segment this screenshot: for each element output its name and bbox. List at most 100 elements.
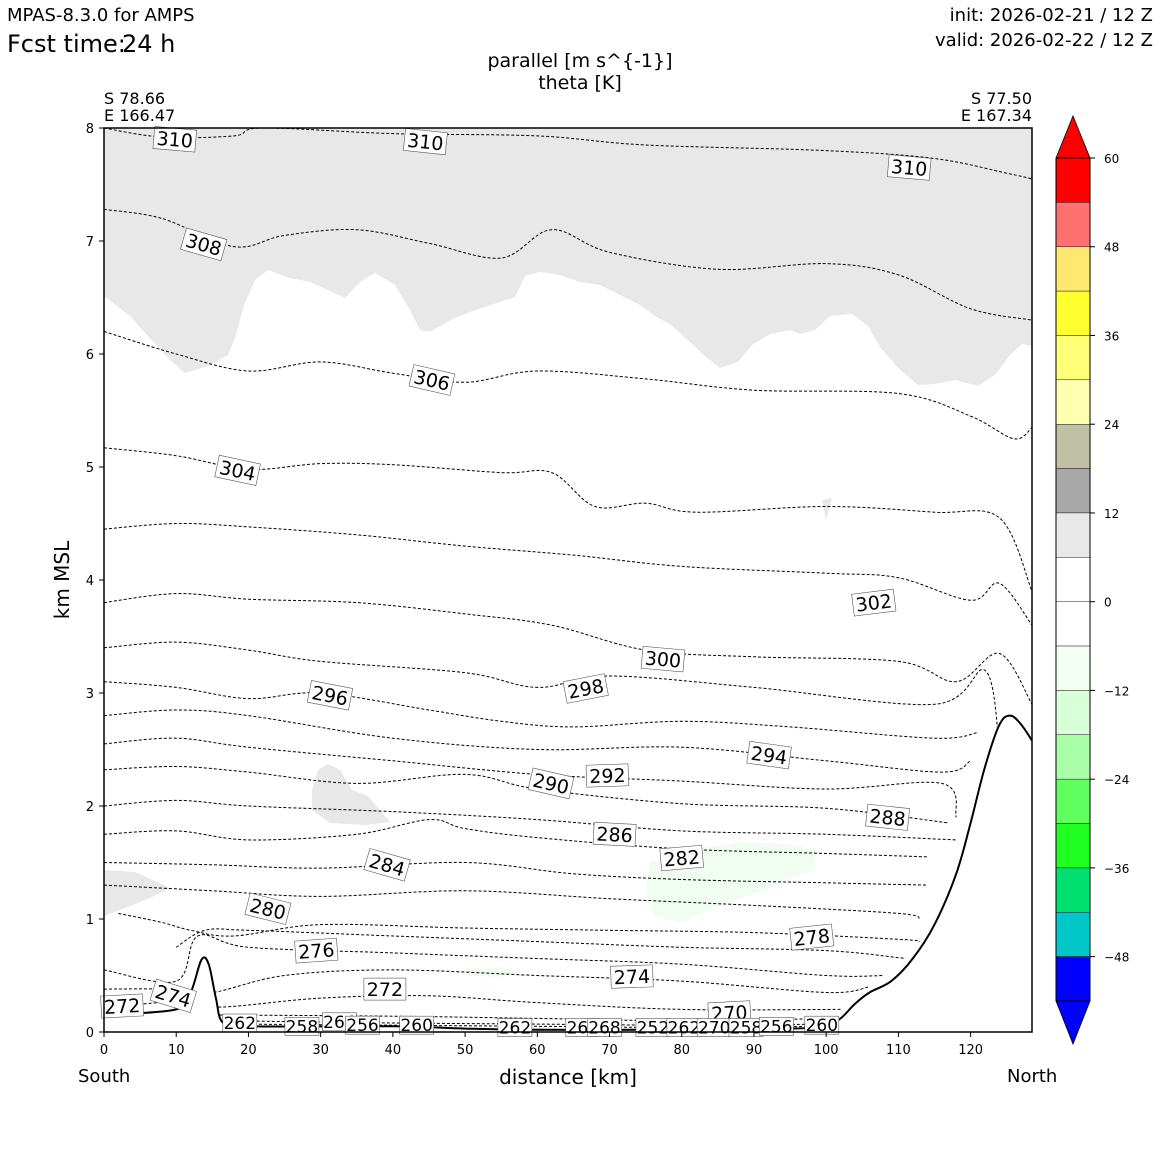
mid-gray-blob [312, 764, 390, 825]
terrain [104, 714, 1032, 1032]
contour-label-text: 298 [566, 675, 606, 704]
contour-label-box [804, 1015, 840, 1035]
terrain-line [104, 714, 1032, 1031]
model-name: MPAS-8.3.0 for AMPS [7, 5, 195, 26]
colorbar-tick-label: 60 [1104, 152, 1119, 166]
colorbar-extend-top [1055, 114, 1091, 159]
contour-label-box [399, 1015, 435, 1035]
contour-label-text: 310 [156, 128, 194, 153]
x-tick-label: 40 [385, 1043, 402, 1058]
contour-label-310: 310 [152, 126, 198, 153]
x-tick-label: 70 [601, 1043, 618, 1058]
colorbar-tick-label: 0 [1104, 596, 1112, 610]
contour-label-268: 268 [587, 1018, 622, 1039]
theta-contour-290 [104, 765, 949, 824]
colorbar-bin [1055, 956, 1091, 1002]
contour-label-box [408, 364, 456, 396]
right-endpoint-lat: S 77.50 [970, 89, 1032, 108]
contour-labels: 310 3103103083063043023002982962942922902… [100, 126, 932, 1039]
theta-contour-284 [104, 861, 928, 886]
colorbar-frame [1055, 157, 1091, 1002]
colorbar-bin [1055, 601, 1091, 647]
x-tick-label: 60 [529, 1043, 546, 1058]
colorbar-bin [1055, 867, 1091, 913]
contour-label-286: 286 [592, 821, 637, 847]
contour-label-258: 258 [284, 1017, 320, 1037]
contour-label-text: 262 [668, 1019, 700, 1039]
colorbar-bin [1055, 645, 1091, 691]
theta-contour-304 [104, 447, 1032, 592]
contour-label-text: 310 [406, 130, 444, 156]
colorbar-tick-label: −12 [1104, 684, 1129, 698]
contour-label-256: 256 [345, 1015, 380, 1036]
contour-label-text: 270 [698, 1019, 730, 1039]
contour-label-box [659, 844, 704, 872]
contour-label-box [527, 767, 575, 800]
contour-label-text: 274 [613, 966, 650, 989]
contour-label-294: 294 [746, 740, 792, 770]
chart-title: parallel [m s^{-1}] [487, 50, 673, 72]
upper-gray-region [104, 128, 1032, 386]
colorbar-extend-bottom [1055, 1000, 1091, 1046]
x-tick-label: 50 [457, 1043, 474, 1058]
colorbar-bin [1055, 468, 1091, 514]
colorbar-tick-label: −24 [1104, 773, 1129, 787]
terrain-fill [104, 715, 1032, 1032]
contour-label-box [746, 740, 792, 770]
colorbar-bin [1055, 424, 1091, 469]
contour-label-text: 284 [366, 850, 407, 881]
contour-label-276: 276 [294, 937, 339, 964]
colorbar: 60 48 36 24 12 0 −12 −24 −36 −48 [1055, 114, 1129, 1046]
contour-label-text: 288 [868, 805, 906, 831]
contour-label-box [592, 821, 637, 847]
contour-label-252: 252 [635, 1018, 671, 1039]
contour-label-text: 296 [310, 682, 350, 711]
colorbar-tick-label: 48 [1104, 241, 1119, 255]
contour-label-text: 280 [247, 895, 288, 925]
y-tick-label: 6 [86, 348, 94, 363]
right-endpoint-lon: E 167.34 [960, 106, 1032, 125]
contour-label-box [610, 964, 654, 989]
theta-contour-294 [104, 709, 971, 773]
contour-label-text: 260 [400, 1016, 432, 1036]
contour-label-box [562, 673, 609, 704]
contour-label-box [214, 454, 261, 486]
chart-subtitle: theta [K] [538, 72, 622, 94]
colorbar-bin [1055, 690, 1091, 735]
contour-label-260: 260 [399, 1015, 435, 1036]
contour-label-302: 302 [851, 588, 897, 617]
wind-shading [104, 128, 1032, 977]
colorbar-bin [1055, 157, 1091, 203]
x-axis-label: distance [km] [499, 1065, 637, 1089]
theta-contour-306 [104, 330, 1032, 440]
contour-label-text: 310 [890, 156, 928, 181]
contour-label-310: 310 [403, 128, 448, 156]
contour-label-270: 270 [696, 1018, 732, 1039]
colorbar-bin [1055, 512, 1091, 558]
contour-label-box [789, 923, 835, 951]
contour-label-text: 302 [855, 590, 894, 616]
theta-contour-292 [104, 737, 957, 818]
valid-time: valid: 2026-02-22 / 12 Z [935, 30, 1153, 51]
contour-label-text: 252 [637, 1019, 669, 1039]
contour-label-282: 282 [659, 844, 704, 872]
contour-label-text: 294 [749, 743, 788, 770]
x-tick-label: 20 [240, 1043, 257, 1058]
theta-contour-272 [104, 995, 841, 1011]
contour-label-274: 274 [149, 978, 197, 1013]
theta-contour-296 [104, 681, 978, 739]
colorbar-bin [1055, 778, 1091, 824]
y-tick-label: 0 [86, 1026, 94, 1041]
north-label: North [1007, 1066, 1058, 1087]
contour-label-box [865, 803, 910, 831]
contour-label-text: 272 [367, 979, 403, 1001]
contour-label-310: 310 [886, 154, 932, 181]
contour-label-272: 272 [363, 977, 407, 1001]
contour-label-274: 274 [610, 964, 654, 989]
theta-contour-286 [104, 819, 928, 858]
init-time: init: 2026-02-21 / 12 Z [949, 5, 1153, 26]
colorbar-tick-label: 24 [1104, 418, 1119, 432]
contour-label-box [294, 937, 339, 964]
contour-label-box [585, 763, 630, 788]
